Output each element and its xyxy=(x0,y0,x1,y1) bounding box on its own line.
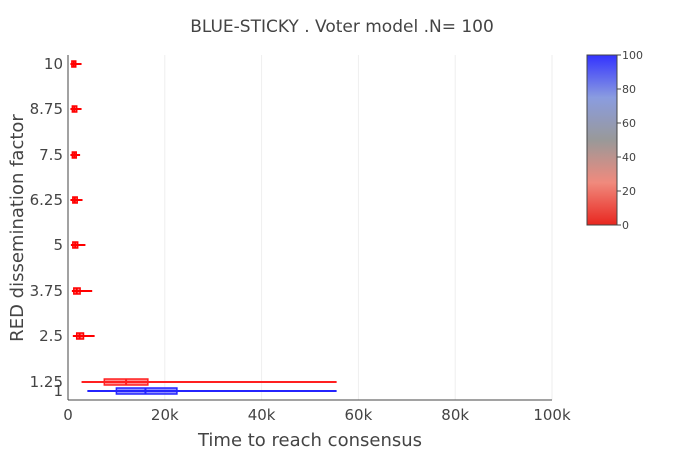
x-tick-label: 40k xyxy=(248,406,276,424)
box-iqr xyxy=(115,387,178,395)
x-tick-label: 0 xyxy=(63,406,73,424)
y-tick-label: 2.5 xyxy=(39,327,63,345)
colorbar: 0 20 40 60 80 100 xyxy=(586,49,643,232)
y-tick-label: 1 xyxy=(53,382,63,400)
grid xyxy=(164,55,553,400)
box-5 xyxy=(70,241,86,249)
box-10 xyxy=(70,60,82,68)
colorbar-tick-label: 80 xyxy=(622,83,636,96)
colorbar-tick-label: 20 xyxy=(622,185,636,198)
x-tick-label: 60k xyxy=(345,406,373,424)
chart-title: BLUE-STICKY . Voter model .N= 100 xyxy=(190,17,494,37)
y-tick-label: 5 xyxy=(53,236,63,254)
x-tick-labels: 0 20k 40k 60k 80k 100k xyxy=(63,406,571,424)
y-tick-label: 10 xyxy=(44,55,63,73)
x-tick-label: 100k xyxy=(533,406,571,424)
axes xyxy=(67,55,552,401)
y-tick-label: 1.25 xyxy=(30,373,63,391)
box-6-25 xyxy=(70,196,83,204)
x-axis-title: Time to reach consensus xyxy=(197,430,422,450)
colorbar-tick-label: 60 xyxy=(622,117,636,130)
colorbar-ticks: 0 20 40 60 80 100 xyxy=(617,49,643,232)
box-1-25 xyxy=(81,378,337,386)
y-tick-label: 8.75 xyxy=(30,100,63,118)
colorbar-tick-label: 40 xyxy=(622,151,636,164)
y-tick-label: 3.75 xyxy=(30,282,63,300)
box-8-75 xyxy=(70,105,82,113)
box-2-5 xyxy=(72,332,95,340)
x-tick-label: 20k xyxy=(151,406,179,424)
box-7-5 xyxy=(70,151,81,159)
y-axis-title: RED dissemination factor xyxy=(7,114,28,342)
x-tick-label: 80k xyxy=(441,406,469,424)
colorbar-tick-label: 100 xyxy=(622,49,643,62)
box-1 xyxy=(87,387,337,395)
y-tick-labels: 11.25 2.5 3.75 5 6.25 7.5 8.75 10 xyxy=(30,55,63,400)
y-tick-label: 7.5 xyxy=(39,146,63,164)
colorbar-tick-label: 0 xyxy=(622,219,629,232)
y-tick-label: 6.25 xyxy=(30,191,63,209)
box-3-75 xyxy=(71,287,93,295)
boxes xyxy=(70,60,337,395)
colorbar-gradient xyxy=(586,54,618,226)
